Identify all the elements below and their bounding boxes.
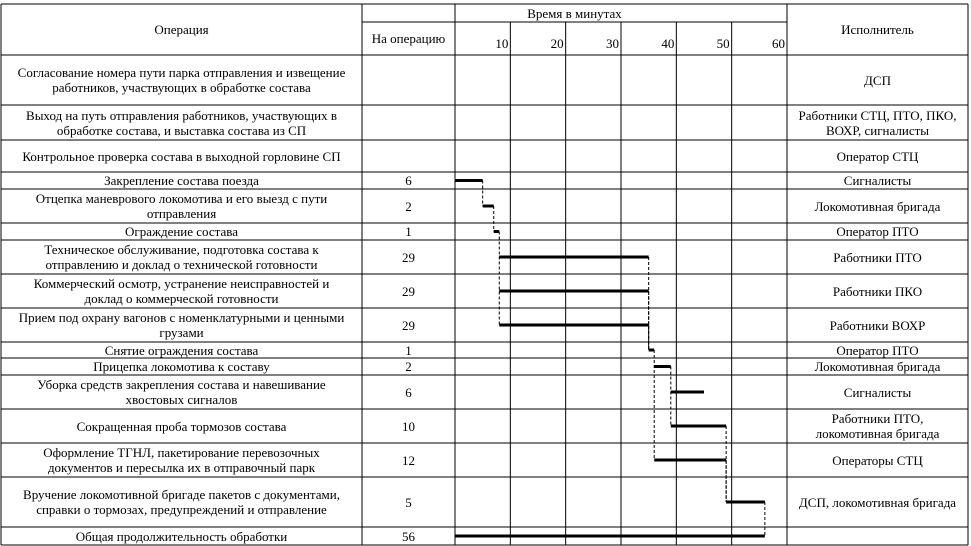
duration: 5 bbox=[405, 494, 412, 510]
performer: Оператор СТЦ bbox=[836, 148, 919, 164]
performer: Работники ПКО bbox=[832, 283, 923, 299]
operation: Прицепка локомотива к составу bbox=[93, 359, 270, 374]
duration: 29 bbox=[402, 283, 415, 299]
tick-label: 20 bbox=[550, 36, 564, 51]
header-performer: Исполнитель bbox=[841, 22, 914, 37]
operation: Прием под охрану вагонов с номенклатурны… bbox=[18, 310, 345, 340]
duration: 12 bbox=[402, 452, 415, 468]
performer: Работники ПТО bbox=[833, 249, 922, 265]
performer: Сигналисты bbox=[843, 384, 912, 400]
operation: Оформление ТГНЛ, пакетирование перевозоч… bbox=[43, 445, 320, 475]
performer: Работники СТЦ, ПТО, ПКО, ВОХР, сигналист… bbox=[798, 107, 957, 138]
performer: Оператор ПТО bbox=[836, 224, 919, 239]
operation: Выход на путь отправления работников, уч… bbox=[26, 107, 337, 138]
header-time: Время в минутах bbox=[527, 5, 622, 21]
operation: Общая продолжительность обработки bbox=[75, 528, 288, 544]
duration: 29 bbox=[402, 249, 415, 265]
operation: Вручение локомотивной бригаде пакетов с … bbox=[23, 487, 340, 517]
tick-label: 60 bbox=[772, 36, 785, 51]
duration: 1 bbox=[405, 224, 412, 239]
operation: Техническое обслуживание, подготовка сос… bbox=[44, 242, 319, 272]
duration: 29 bbox=[402, 317, 415, 333]
performer: Работники ВОХР bbox=[829, 317, 926, 333]
operation: Снятие ограждения состава bbox=[104, 342, 259, 358]
operation: Контрольное проверка состава в выходной … bbox=[22, 148, 341, 164]
tick-label: 40 bbox=[661, 36, 675, 51]
header-operation: Операция bbox=[154, 22, 209, 37]
operation: Согласование номера пути парка отправлен… bbox=[17, 65, 346, 95]
performer: Операторы СТЦ bbox=[832, 452, 923, 468]
tick-label: 30 bbox=[606, 36, 619, 51]
performer: Локомотивная бригада bbox=[814, 359, 941, 374]
header-duration: На операцию bbox=[371, 31, 446, 46]
tick-label: 10 bbox=[495, 36, 509, 51]
operation: Коммерческий осмотр, устранение неисправ… bbox=[33, 276, 330, 306]
operation: Ограждение состава bbox=[124, 224, 238, 239]
performer: Работники ПТО, локомотивная бригада bbox=[815, 411, 940, 441]
performer: ДСП, локомотивная бригада bbox=[798, 494, 957, 510]
tick-label: 50 bbox=[716, 36, 730, 51]
performer: Сигналисты bbox=[843, 173, 912, 188]
operation: Сокращенная проба тормозов состава bbox=[76, 418, 287, 434]
duration: 10 bbox=[402, 418, 415, 434]
operation: Отцепка маневрового локомотива и его вые… bbox=[35, 191, 328, 221]
duration: 6 bbox=[405, 173, 412, 188]
performer: Локомотивная бригада bbox=[814, 198, 941, 214]
duration: 2 bbox=[405, 198, 412, 214]
duration: 56 bbox=[402, 528, 415, 544]
duration: 1 bbox=[405, 342, 412, 358]
duration: 6 bbox=[405, 384, 412, 400]
operation: Уборка средств закрепления состава и нав… bbox=[37, 377, 326, 407]
duration: 2 bbox=[405, 359, 412, 374]
performer: Оператор ПТО bbox=[836, 342, 919, 358]
performer: ДСП bbox=[864, 72, 891, 88]
operation: Закрепление состава поезда bbox=[104, 173, 259, 188]
